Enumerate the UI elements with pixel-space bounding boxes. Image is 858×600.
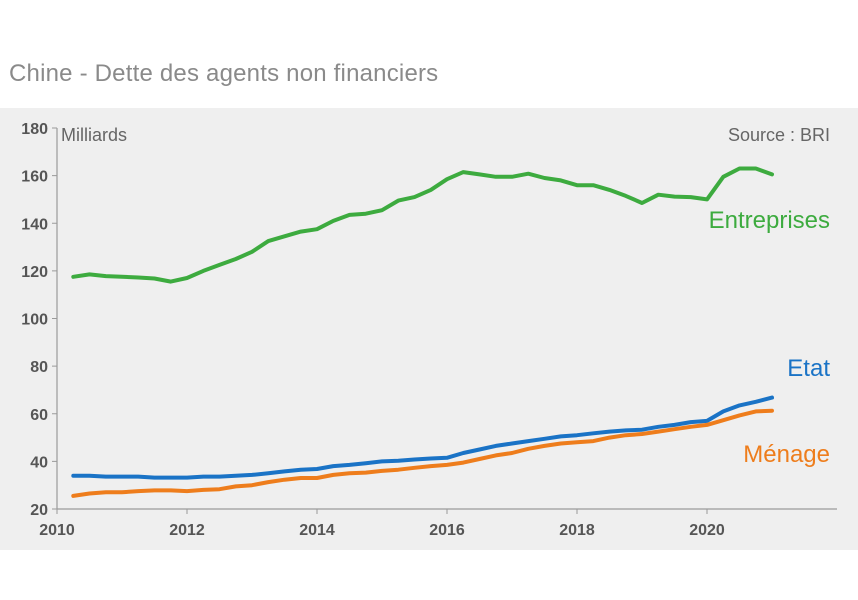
series-line-menage [71,408,774,498]
y-tick-label: 20 [30,502,48,519]
x-tick-label: 2018 [559,522,595,539]
y-tick-label: 100 [21,312,48,329]
series-label-entreprises: Entreprises [709,207,830,234]
series-line-entreprises [71,166,774,284]
x-tick-label: 2020 [689,522,725,539]
y-tick-label: 180 [21,121,48,138]
series-label-etat: Etat [787,355,830,382]
unit-label: Milliards [61,125,127,145]
y-tick-label: 160 [21,169,48,186]
axes: 20 40 60 80 100 120 140 160 180 2010 2012 2014 2016 2… [21,121,837,539]
x-tick-label: 2010 [39,522,75,539]
source-note: Source : BRI [728,125,830,145]
y-tick-label: 120 [21,264,48,281]
y-tick-label: 40 [30,454,48,471]
x-tick-label: 2016 [429,522,465,539]
chart-title: Chine - Dette des agents non financiers [9,60,439,87]
series-line-etat [71,395,774,480]
series-lines [71,166,774,498]
x-tick-label: 2014 [299,522,335,539]
y-tick-label: 140 [21,216,48,233]
y-tick-label: 60 [30,407,48,424]
series-label-menage: Ménage [743,441,830,468]
x-tick-label: 2012 [169,522,205,539]
y-tick-label: 80 [30,359,48,376]
